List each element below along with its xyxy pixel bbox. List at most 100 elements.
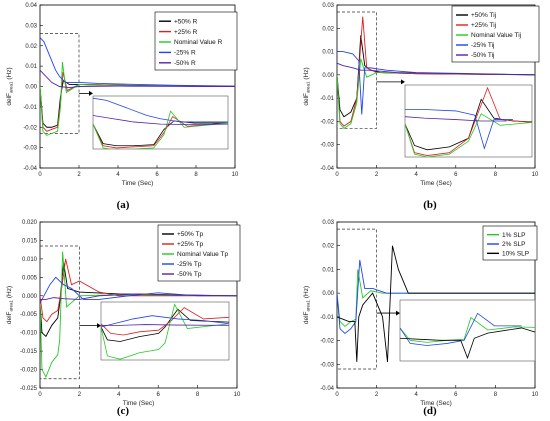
inset-series-line-1 [101, 308, 229, 342]
x-axis-label: Time (Sec) [420, 180, 452, 187]
panel-label: (a) [117, 199, 130, 211]
x-tick-label: 0 [335, 172, 339, 178]
inset-series-line-2 [405, 86, 532, 156]
series-line-5 [40, 293, 237, 300]
panel-label: (d) [423, 405, 437, 417]
y-tick-label: -0.03 [320, 362, 334, 368]
y-axis-label: delFarea1 (Hz) [6, 67, 14, 105]
y-tick-label: 0.03 [322, 220, 334, 226]
x-tick-label: 0 [335, 392, 339, 398]
x-tick-label: 6 [155, 172, 159, 178]
zoom-arrow-head [97, 323, 101, 329]
x-tick-label: 8 [196, 392, 200, 398]
inset-series-line-5 [93, 115, 228, 126]
x-tick-label: 4 [116, 172, 120, 178]
series-line-1 [337, 269, 535, 327]
legend-entry-label: +25% Tp [177, 241, 203, 248]
inset-frame [100, 301, 230, 361]
legend-entry-label: -25% Tij [471, 42, 494, 49]
x-tick-label: 2 [78, 392, 82, 398]
series-line-5 [40, 69, 235, 88]
legend-entry-label: +25% R [174, 29, 198, 36]
zoom-arrow-head [89, 90, 93, 96]
y-tick-label: 0.000 [22, 294, 38, 300]
x-tick-label: 10 [532, 392, 539, 398]
y-tick-label: -0.03 [23, 146, 37, 152]
x-axis-label: Time (Sec) [122, 180, 154, 187]
y-tick-label: -0.005 [20, 312, 38, 318]
y-tick-label: -0.04 [23, 166, 37, 172]
y-tick-label: 0.02 [322, 244, 334, 250]
y-tick-label: 0.02 [322, 26, 334, 32]
chart-panel-1: -0.04 -0.03 -0.02 -0.01 0.00 0.01 0.02 0.03 0.04… [6, 3, 239, 211]
x-tick-label: 2 [375, 392, 379, 398]
y-tick-label: -0.04 [320, 386, 334, 392]
legend-entry-label: 1% SLP [502, 232, 526, 239]
legend-entry-label: -50% R [174, 60, 196, 67]
chart-panel-4: -0.04 -0.03 -0.02 -0.01 0.00 0.01 0.02 0.03 0 2 4 6… [303, 220, 539, 417]
y-tick-label: -0.025 [20, 386, 38, 392]
legend-entry-label: +50% Tij [471, 12, 496, 19]
legend-entry-label: -50% Tij [471, 52, 494, 59]
inset-series-line-5 [405, 116, 507, 122]
zoom-arrow-head [401, 79, 405, 85]
y-axis-label: delFarea1 (Hz) [303, 67, 311, 105]
y-axis-label: delFarea1 (Hz) [6, 286, 14, 324]
legend-entry-label: +25% Tij [471, 22, 496, 29]
y-tick-label: -0.02 [320, 119, 334, 125]
x-tick-label: 8 [494, 392, 498, 398]
legend-entry-label: +50% R [174, 18, 198, 25]
zoom-source-box [39, 33, 80, 134]
legend-entry-label: +50% Tp [177, 231, 203, 238]
inset-series-line-4 [101, 315, 229, 328]
y-tick-label: 0.00 [25, 85, 37, 91]
series-line-3 [40, 61, 235, 136]
legend-entry-label: Nominal Value Tij [471, 32, 521, 39]
zoom-arrow-head [396, 310, 400, 316]
x-tick-label: 2 [375, 172, 379, 178]
series-line-5 [337, 62, 535, 76]
y-tick-label: -0.01 [23, 105, 37, 111]
y-tick-label: -0.01 [320, 96, 334, 102]
inset-series-line-2 [101, 307, 229, 336]
x-tick-label: 10 [532, 172, 539, 178]
y-tick-label: 0.01 [322, 50, 334, 56]
x-tick-label: 10 [232, 172, 239, 178]
inset-series-line-5 [101, 324, 229, 326]
legend-entry-label: -25% Tp [177, 261, 202, 268]
series-line-4 [40, 276, 237, 304]
y-tick-label: 0.01 [25, 64, 37, 70]
x-tick-label: 8 [494, 172, 498, 178]
inset-series-line-2 [93, 115, 228, 149]
series-line-3 [40, 251, 237, 378]
x-axis-label: Time (Sec) [123, 400, 155, 407]
zoom-source-box [336, 11, 377, 129]
inset-frame [399, 299, 536, 362]
series-line-3 [337, 58, 535, 130]
series-line-4 [40, 37, 235, 87]
y-tick-label: 0.005 [22, 275, 38, 281]
inset-series-line-4 [93, 97, 228, 123]
y-tick-label: -0.03 [320, 143, 334, 149]
y-tick-label: 0.00 [322, 291, 334, 297]
legend-entry-label: 2% SLP [502, 241, 526, 248]
y-tick-label: -0.02 [23, 125, 37, 131]
series-line-1 [40, 262, 237, 338]
y-tick-label: 0.01 [322, 267, 334, 273]
inset-frame [404, 84, 533, 158]
inset-series-line-3 [400, 327, 535, 360]
x-tick-label: 10 [234, 392, 241, 398]
y-tick-label: 0.03 [322, 3, 334, 9]
y-tick-label: 0.015 [22, 238, 38, 244]
y-tick-label: -0.010 [20, 331, 38, 337]
legend-entry-label: -25% R [174, 50, 196, 57]
y-tick-label: -0.02 [320, 339, 334, 345]
x-tick-label: 2 [77, 172, 81, 178]
x-axis-label: Time (Sec) [420, 400, 452, 407]
y-tick-label: 0.04 [25, 3, 37, 9]
legend-entry-label: 10% SLP [502, 251, 529, 258]
x-tick-label: 4 [117, 392, 121, 398]
inset-frame [92, 95, 229, 150]
series-line-2 [40, 258, 237, 323]
